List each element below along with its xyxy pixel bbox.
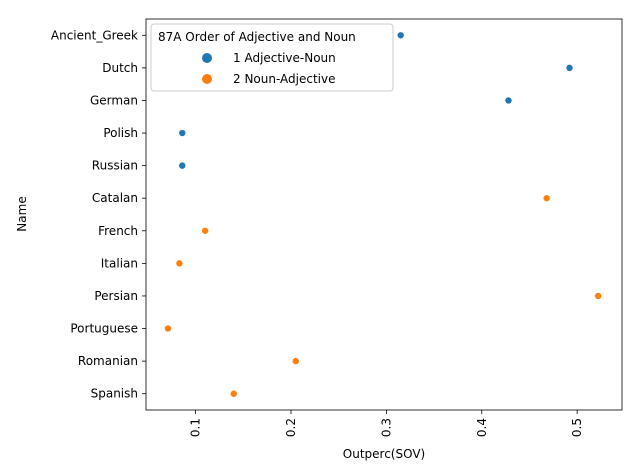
data-point-portuguese [164,325,172,332]
y-tick-label: Russian [92,159,138,173]
y-tick-label: Polish [103,126,138,140]
data-point-polish [179,129,186,137]
y-tick-label: Italian [101,256,138,270]
y-axis: Ancient_Greek Dutch German Polish Russian Cat… [51,28,146,401]
data-point-french [201,227,209,234]
data-point-catalan [543,195,550,202]
plot-area-frame [145,18,623,411]
y-axis-label: Name [15,196,29,231]
data-point-romanian [292,357,299,365]
y-tick-label: Catalan [92,191,138,205]
legend-label-adjective-noun: 1 Adjective-Noun [233,51,336,65]
x-tick-label: 0.1 [189,418,203,437]
x-tick-label: 0.3 [379,418,393,437]
legend-title: 87A Order of Adjective and Noun [158,30,356,44]
x-tick-label: 0.4 [475,418,489,437]
data-point-ancient-greek [397,32,404,39]
data-points [164,32,602,397]
y-tick-label: German [90,93,138,107]
x-tick-label: 0.2 [284,418,298,437]
data-point-dutch [566,64,573,72]
legend-marker-adjective-noun [202,53,212,63]
x-axis: 0.1 0.2 0.3 0.4 0.5 [189,410,584,437]
legend-label-noun-adjective: 2 Noun-Adjective [233,72,336,86]
x-axis-label: Outperc(SOV) [343,447,425,461]
y-tick-label: French [98,224,138,238]
data-point-spanish [230,390,237,397]
y-tick-label: Dutch [102,61,138,75]
x-tick-label: 0.5 [570,418,584,437]
data-point-russian [179,162,186,169]
legend-box [150,23,394,92]
data-point-german [505,97,512,104]
y-tick-label: Persian [94,289,138,303]
data-point-persian [594,292,602,300]
data-point-italian [176,260,183,267]
y-tick-label: Portuguese [70,322,138,336]
y-tick-label: Romanian [78,354,138,368]
legend-marker-noun-adjective [202,74,212,84]
legend: 87A Order of Adjective and Noun 1 Adject… [150,23,394,92]
y-tick-label: Ancient_Greek [51,28,138,42]
y-tick-label: Spanish [91,387,138,401]
